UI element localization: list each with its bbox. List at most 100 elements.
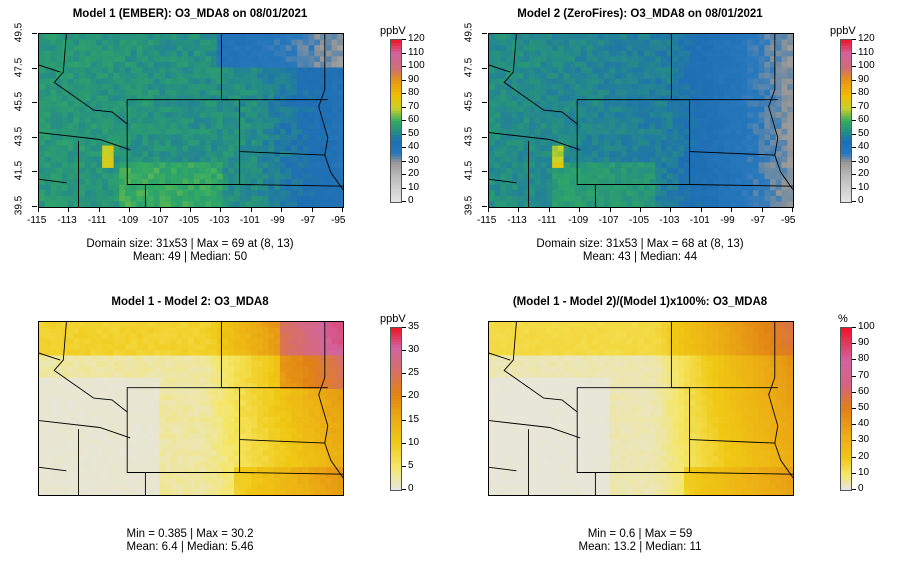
heatmap-cell bbox=[50, 338, 57, 345]
heatmap-cell bbox=[73, 167, 80, 175]
heatmap-cell bbox=[268, 78, 275, 85]
heatmap-cell bbox=[626, 195, 633, 203]
heatmap-cell bbox=[159, 388, 166, 396]
heatmap-cell bbox=[308, 344, 315, 351]
heatmap-cell bbox=[211, 361, 218, 368]
heatmap-cell bbox=[506, 117, 513, 124]
heatmap-cell bbox=[489, 106, 496, 113]
heatmap-cell bbox=[193, 61, 201, 69]
heatmap-cell bbox=[718, 117, 725, 124]
heatmap-cell bbox=[557, 162, 565, 169]
heatmap-cell bbox=[67, 56, 75, 63]
heatmap-cell bbox=[125, 84, 132, 91]
heatmap-cell bbox=[119, 327, 126, 334]
heatmap-cell bbox=[689, 117, 697, 124]
heatmap-cell bbox=[620, 106, 628, 113]
heatmap-cell bbox=[337, 388, 343, 396]
heatmap-cell bbox=[620, 100, 628, 108]
heatmap-cell bbox=[701, 45, 708, 52]
heatmap-cell bbox=[239, 195, 247, 203]
heatmap-cell bbox=[130, 39, 138, 46]
heatmap-cell bbox=[563, 145, 570, 152]
heatmap-cell bbox=[176, 117, 183, 124]
heatmap-cell bbox=[741, 173, 748, 180]
heatmap-cell bbox=[701, 84, 708, 91]
heatmap-cell bbox=[84, 128, 92, 136]
heatmap-cell bbox=[638, 123, 645, 130]
heatmap-cell bbox=[500, 117, 507, 124]
heatmap-cell bbox=[297, 156, 304, 163]
heatmap-cell bbox=[308, 84, 315, 91]
heatmap-cell bbox=[678, 73, 685, 80]
heatmap-cell bbox=[540, 179, 547, 186]
heatmap-cell bbox=[661, 34, 668, 41]
heatmap-cell bbox=[119, 455, 126, 463]
heatmap-cell bbox=[758, 95, 765, 102]
heatmap-cell bbox=[268, 322, 275, 329]
heatmap-cell bbox=[274, 388, 281, 396]
heatmap-cell bbox=[159, 422, 166, 429]
heatmap-cell bbox=[73, 366, 80, 373]
heatmap-cell bbox=[331, 117, 338, 124]
heatmap-cell bbox=[205, 123, 212, 130]
legend-tick-mark bbox=[402, 66, 406, 67]
heatmap-cell bbox=[279, 106, 287, 113]
heatmap-cell bbox=[279, 45, 287, 52]
heatmap-cell bbox=[603, 184, 611, 191]
heatmap-cell bbox=[188, 439, 195, 446]
heatmap-cell bbox=[569, 184, 576, 191]
heatmap-cell bbox=[632, 50, 639, 57]
heatmap-cell bbox=[216, 134, 224, 141]
heatmap-cell bbox=[239, 394, 247, 401]
heatmap-cell bbox=[84, 89, 92, 96]
heatmap-cell bbox=[603, 167, 611, 175]
heatmap-cell bbox=[107, 117, 115, 124]
heatmap-cell bbox=[73, 450, 80, 457]
heatmap-cell bbox=[228, 128, 235, 136]
heatmap-cell bbox=[228, 400, 235, 407]
heatmap-cell bbox=[245, 106, 252, 113]
legend-tick-mark bbox=[852, 187, 856, 189]
legend-color-step bbox=[391, 139, 401, 144]
heatmap-cell bbox=[159, 344, 166, 351]
heatmap-cell bbox=[597, 78, 605, 85]
heatmap-cell bbox=[684, 67, 691, 74]
heatmap-cell bbox=[546, 50, 553, 57]
heatmap-cell bbox=[251, 162, 258, 169]
heatmap-cell bbox=[649, 134, 656, 141]
heatmap-cell bbox=[50, 151, 57, 158]
heatmap-cell bbox=[712, 140, 720, 147]
heatmap-cell bbox=[540, 140, 547, 147]
heatmap-cell bbox=[107, 67, 115, 74]
heatmap-cell bbox=[44, 439, 52, 446]
heatmap-cell bbox=[752, 179, 760, 186]
heatmap-cell bbox=[672, 201, 679, 207]
heatmap-cell bbox=[609, 95, 616, 102]
legend-tick-mark bbox=[402, 106, 406, 108]
heatmap-cell bbox=[718, 173, 725, 180]
state-border bbox=[576, 99, 691, 185]
heatmap-cell bbox=[199, 95, 206, 102]
heatmap-cell bbox=[712, 39, 720, 46]
heatmap-cell bbox=[147, 394, 155, 401]
heatmap-cell bbox=[234, 322, 241, 329]
heatmap-cell bbox=[119, 439, 126, 446]
heatmap-cell bbox=[320, 344, 327, 351]
heatmap-cell bbox=[73, 377, 80, 384]
heatmap-cell bbox=[597, 190, 605, 197]
heatmap-cell bbox=[546, 134, 553, 141]
legend-tick-label: 0 bbox=[408, 195, 414, 206]
x-tick-mark bbox=[281, 207, 283, 212]
heatmap-cell bbox=[337, 455, 343, 463]
heatmap-cell bbox=[666, 201, 674, 207]
heatmap-cell bbox=[125, 156, 132, 163]
heatmap-cell bbox=[56, 123, 63, 130]
heatmap-cell bbox=[84, 195, 92, 203]
heatmap-cell bbox=[176, 78, 183, 85]
heatmap-cell bbox=[222, 428, 229, 435]
heatmap-cell bbox=[308, 411, 315, 418]
heatmap-cell bbox=[291, 450, 298, 457]
heatmap-cell bbox=[125, 394, 132, 401]
legend-color-step bbox=[841, 166, 851, 171]
heatmap-cell bbox=[787, 128, 793, 136]
